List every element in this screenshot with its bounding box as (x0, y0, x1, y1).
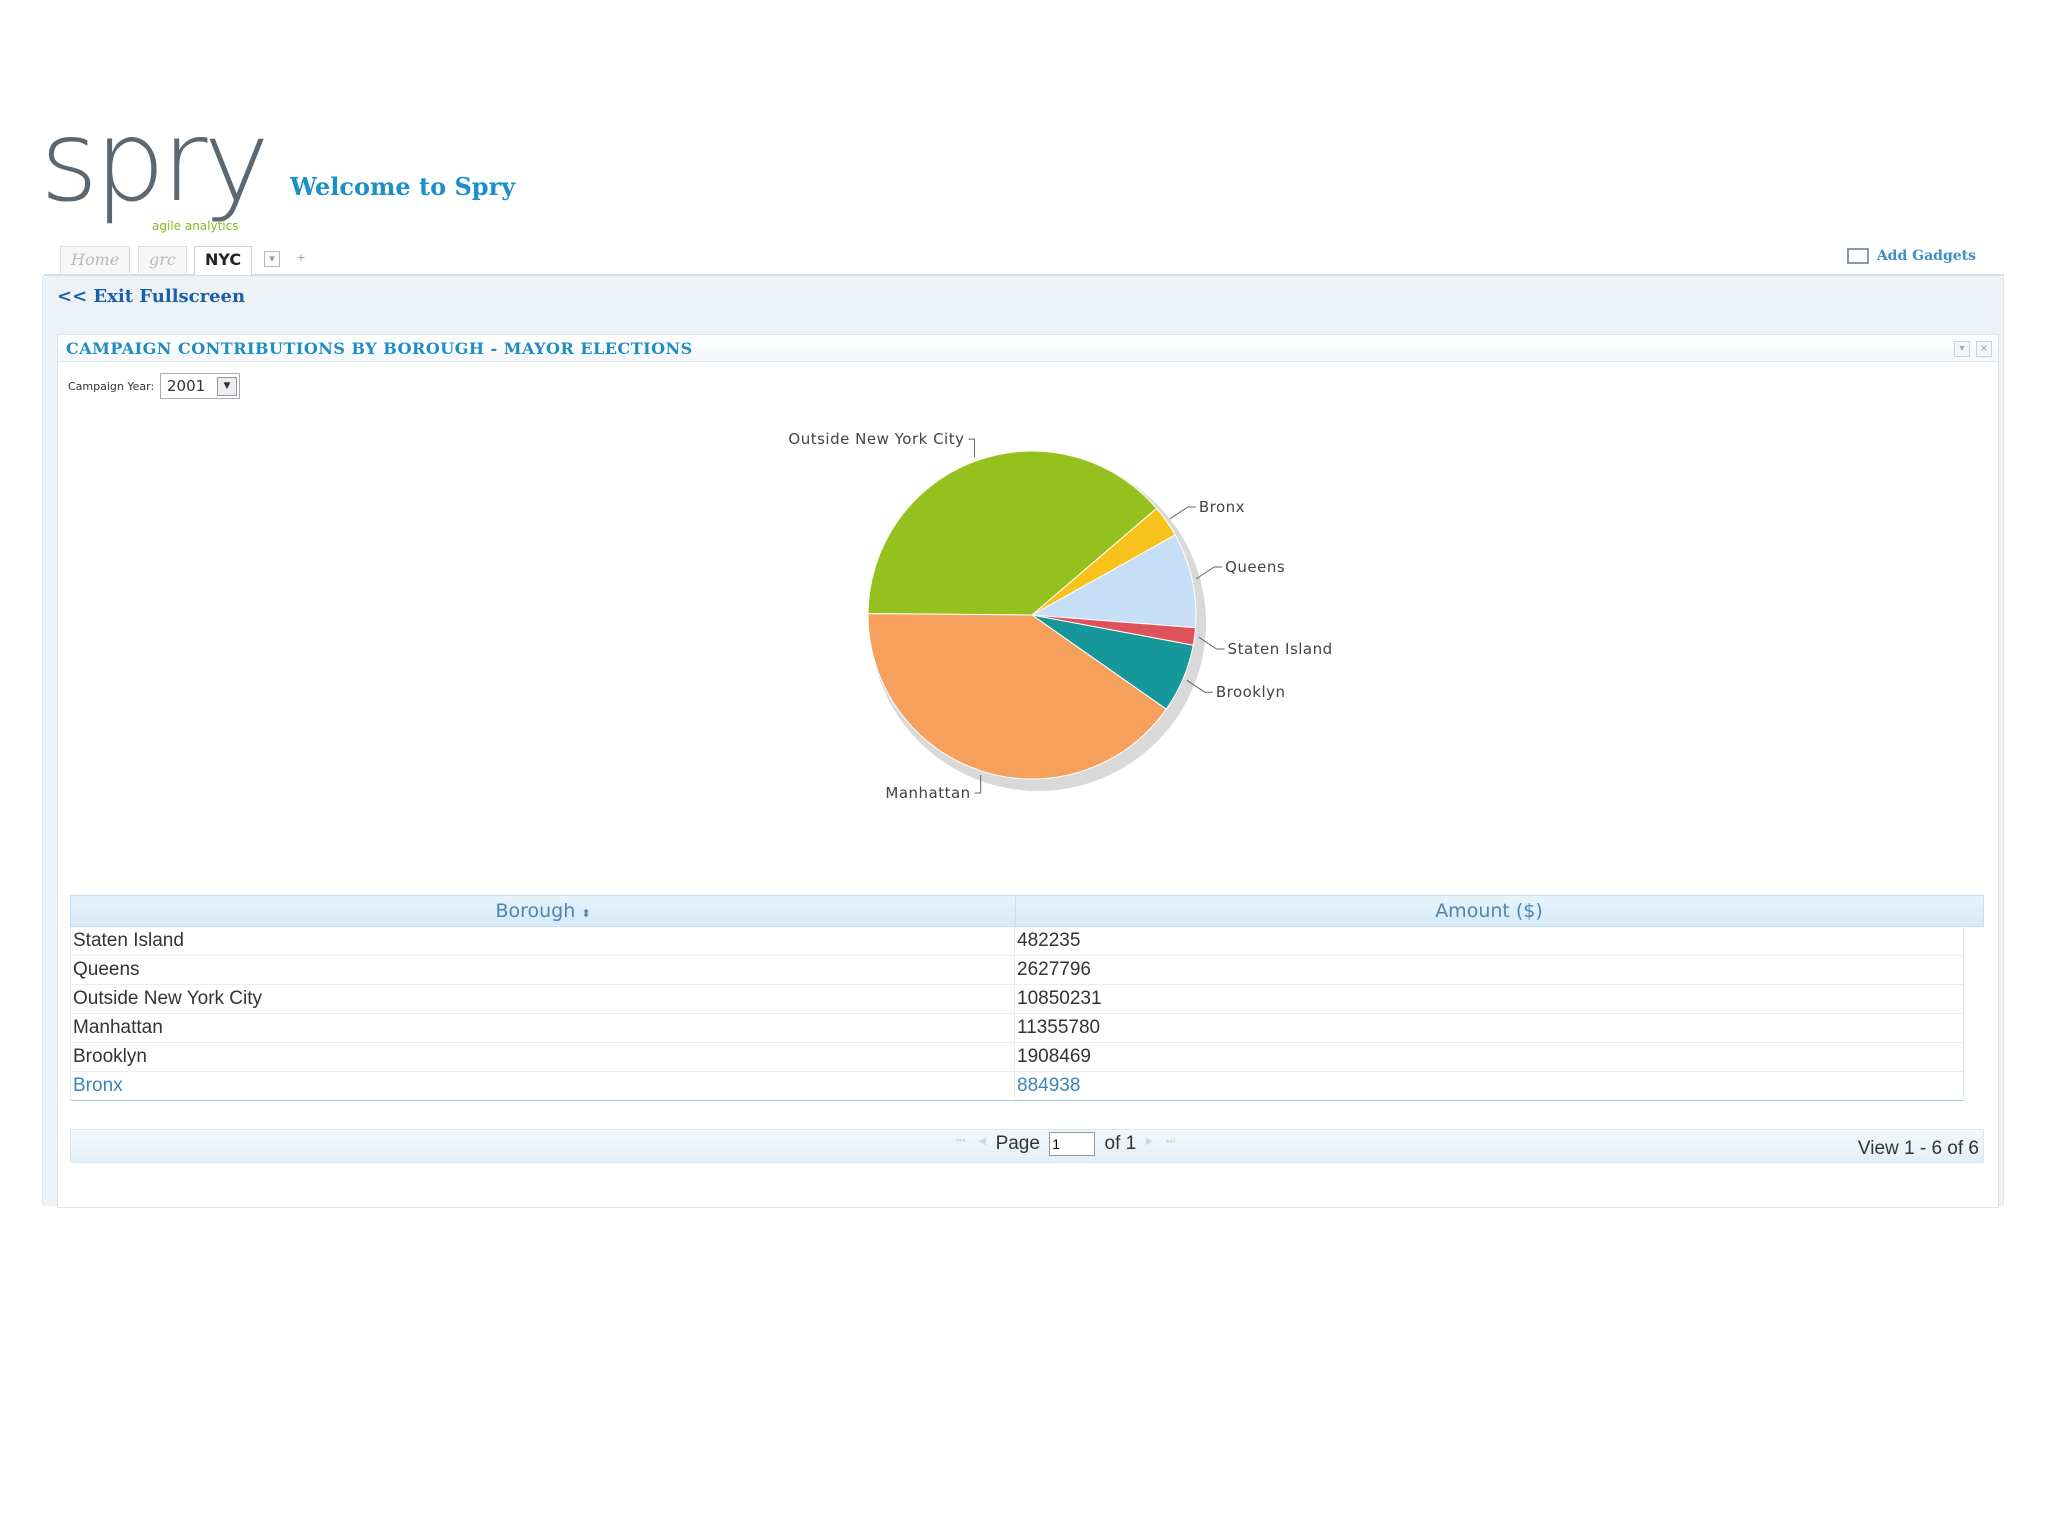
pie-slice-outside-new-york-city[interactable] (867, 450, 1158, 616)
last-page-icon[interactable]: ⏭ (1166, 1136, 1176, 1147)
pie-label-brooklyn: Brooklyn (1216, 683, 1286, 701)
pie-chart: Outside New York City Bronx Queens Staten I… (788, 430, 1333, 802)
pie-label-staten-island: Staten Island (1228, 640, 1333, 658)
view-info: View 1 - 6 of 6 (1857, 1138, 1979, 1159)
amount-cell: 10850231 (1017, 988, 1102, 1009)
add-tab-icon[interactable]: + (296, 251, 306, 264)
pie-label-queens: Queens (1225, 558, 1285, 576)
logo-tagline: agile analytics (152, 219, 239, 233)
cell-divider (1014, 927, 1015, 955)
amount-cell: 1908469 (1017, 1046, 1091, 1067)
table-row[interactable]: Queens 2627796 (71, 956, 1963, 985)
grid-header: Borough ⬍ Amount ($) (70, 895, 1984, 927)
tab-menu-icon[interactable]: ▾ (264, 251, 280, 267)
spry-logo: spry agile analytics (40, 106, 270, 240)
leader-line (968, 438, 975, 458)
tab-grc[interactable]: grc (138, 246, 187, 273)
welcome-heading: Welcome to Spry (290, 172, 516, 201)
table-row[interactable]: Manhattan 11355780 (71, 1014, 1963, 1043)
leader-line (1195, 566, 1223, 580)
leader-line (974, 774, 982, 794)
next-page-icon[interactable]: ▶ (1145, 1136, 1154, 1147)
borough-cell: Brooklyn (73, 1046, 147, 1067)
campaign-year-select[interactable]: 2001 ▼ (160, 373, 240, 399)
column-header-borough[interactable]: Borough ⬍ (71, 896, 1015, 926)
amount-cell: 884938 (1017, 1075, 1081, 1096)
borough-cell: Manhattan (73, 1017, 163, 1038)
tab-bar: Home grc NYC ▾ + Add Gadgets (44, 244, 2004, 276)
table-row[interactable]: Outside New York City 10850231 (71, 985, 1963, 1014)
pie-label-bronx: Bronx (1199, 498, 1245, 516)
logo-wordmark: spry (40, 97, 270, 227)
borough-cell: Queens (73, 959, 140, 980)
exit-fullscreen-link[interactable]: << Exit Fullscreen (57, 286, 246, 307)
tab-nyc[interactable]: NYC (194, 246, 253, 275)
borough-grid: Borough ⬍ Amount ($) Staten Island 482235… (70, 895, 1984, 1163)
campaign-panel: CAMPAIGN CONTRIBUTIONS BY BOROUGH - MAYO… (57, 334, 1999, 1208)
borough-cell: Staten Island (73, 930, 184, 951)
campaign-year-label: Campaign Year: (68, 380, 155, 393)
pie-slice-manhattan[interactable] (867, 613, 1167, 780)
add-gadgets-button[interactable]: Add Gadgets (1846, 248, 1976, 264)
leader-line (1169, 506, 1196, 520)
main-content: << Exit Fullscreen CAMPAIGN CONTRIBUTION… (42, 276, 2004, 1208)
tab-home[interactable]: Home (60, 246, 131, 273)
pie-label-manhattan: Manhattan (885, 784, 970, 802)
cell-divider (1014, 985, 1015, 1013)
amount-cell: 482235 (1017, 930, 1081, 951)
panel-title: CAMPAIGN CONTRIBUTIONS BY BOROUGH - MAYO… (66, 339, 693, 358)
close-icon[interactable]: × (1976, 341, 1992, 357)
borough-cell: Bronx (73, 1075, 123, 1096)
leader-line (1186, 679, 1213, 693)
page-label: Page (995, 1133, 1040, 1155)
pager-controls: ⏮ ◀ Page of 1 ▶ ⏭ (953, 1132, 1179, 1156)
grid-body: Staten Island 482235 Queens 2627796 Outsid… (70, 927, 1964, 1101)
monitor-icon (1846, 248, 1869, 264)
cell-divider (1014, 1072, 1015, 1100)
borough-cell: Outside New York City (73, 988, 263, 1009)
campaign-year-value: 2001 (167, 377, 206, 395)
column-divider (1015, 896, 1016, 926)
page-input[interactable] (1049, 1132, 1096, 1156)
prev-page-icon[interactable]: ◀ (978, 1136, 987, 1147)
amount-cell: 11355780 (1017, 1017, 1101, 1038)
page-of-label: of 1 (1104, 1133, 1137, 1155)
cell-divider (1014, 956, 1015, 984)
first-page-icon[interactable]: ⏮ (956, 1136, 966, 1147)
table-row-selected[interactable]: Bronx 884938 (71, 1072, 1963, 1101)
borough-header-label: Borough (495, 900, 576, 922)
pie-label-outside-new-york-city: Outside New York City (788, 430, 964, 448)
panel-header: CAMPAIGN CONTRIBUTIONS BY BOROUGH - MAYO… (58, 335, 1998, 362)
table-row[interactable]: Brooklyn 1908469 (71, 1043, 1963, 1072)
leader-line (1198, 636, 1225, 650)
minimize-icon[interactable]: ▾ (1954, 341, 1970, 357)
dropdown-arrow-icon[interactable]: ▼ (217, 377, 237, 396)
cell-divider (1014, 1043, 1015, 1071)
pie-slice-queens[interactable] (1030, 534, 1197, 629)
cell-divider (1014, 1014, 1015, 1042)
column-header-amount[interactable]: Amount ($) (1435, 900, 1543, 922)
grid-pager: ⏮ ◀ Page of 1 ▶ ⏭ View 1 - 6 of 6 (70, 1129, 1984, 1163)
add-gadgets-label: Add Gadgets (1876, 248, 1976, 264)
sort-icon: ⬍ (581, 907, 591, 920)
amount-cell: 2627796 (1017, 959, 1091, 980)
table-row[interactable]: Staten Island 482235 (71, 927, 1963, 956)
